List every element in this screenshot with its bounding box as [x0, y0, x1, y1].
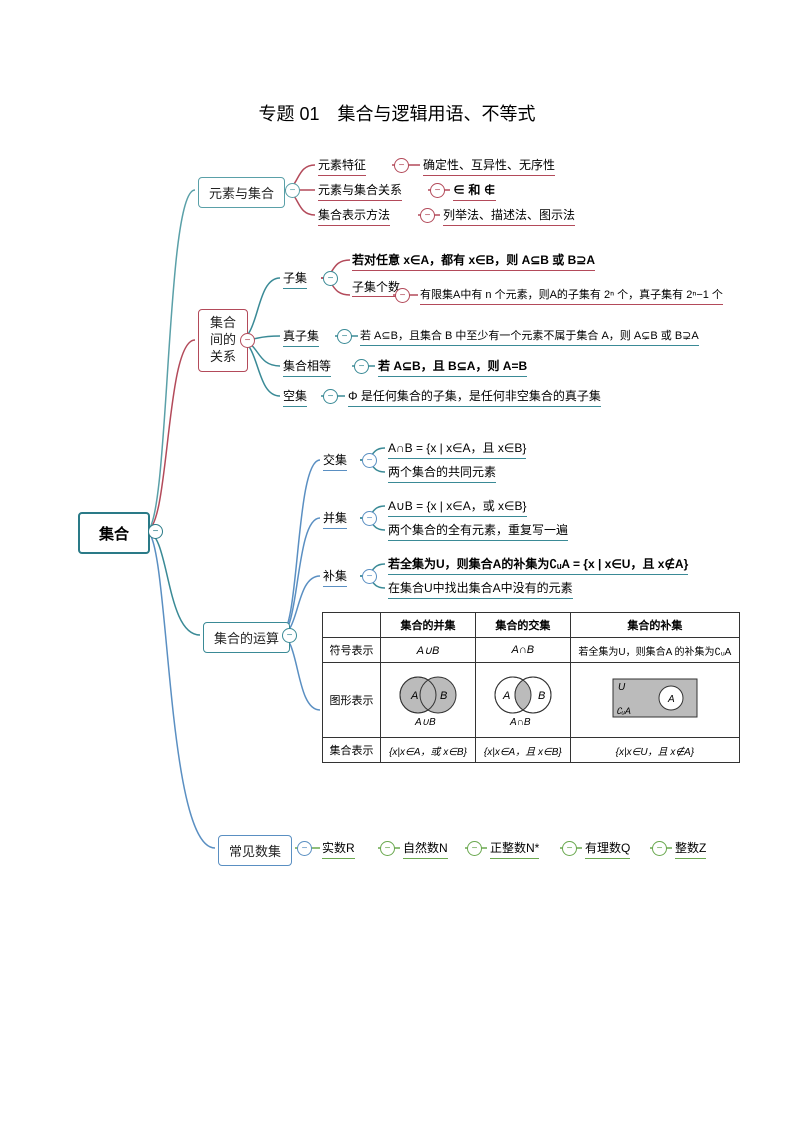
minus-icon: −: [380, 841, 395, 856]
venn-union: A B A∪B: [381, 663, 476, 738]
leaf-sub: 子集个数: [352, 278, 400, 297]
svg-text:U: U: [618, 682, 626, 693]
minus-icon: −: [282, 628, 297, 643]
svg-text:A: A: [502, 690, 510, 702]
leaf: 空集: [283, 387, 307, 407]
branch-label: 常见数集: [229, 844, 281, 859]
leaf: 正整数N*: [490, 839, 539, 859]
svg-text:A: A: [410, 690, 418, 702]
td: 图形表示: [323, 663, 381, 738]
leaf: Φ 是任何集合的子集，是任何非空集合的真子集: [348, 387, 601, 407]
leaf: 确定性、互异性、无序性: [423, 156, 555, 176]
leaf: 元素与集合关系: [318, 181, 402, 201]
venn-intersect: A B A∩B: [475, 663, 570, 738]
minus-icon: −: [323, 271, 338, 286]
leaf: A∪B = {x | x∈A，或 x∈B}: [388, 497, 527, 517]
venn-complement-icon: U A ∁ᵤA: [605, 673, 705, 728]
leaf: 有限集A中有 n 个元素，则A的子集有 2ⁿ 个，真子集有 2ⁿ−1 个: [420, 286, 723, 305]
th: 集合的交集: [475, 613, 570, 638]
minus-icon: −: [395, 288, 410, 303]
td: A∩B: [475, 638, 570, 663]
leaf: 并集: [323, 509, 347, 529]
leaf: 若 A⊆B，且 B⊆A，则 A=B: [378, 357, 527, 377]
minus-icon: −: [467, 841, 482, 856]
minus-icon: −: [362, 511, 377, 526]
svg-text:∁ᵤA: ∁ᵤA: [616, 706, 631, 716]
branch-label: 集合的运算: [214, 631, 279, 646]
operations-table: 集合的并集 集合的交集 集合的补集 符号表示 A∪B A∩B 若全集为U，则集合…: [322, 612, 740, 763]
branch-elements: 元素与集合: [198, 177, 285, 208]
minus-icon: −: [394, 158, 409, 173]
leaf: 元素特征: [318, 156, 366, 176]
branch-label: 集合间的关系: [210, 315, 236, 364]
svg-text:A∩B: A∩B: [509, 717, 531, 728]
minus-icon: −: [354, 359, 369, 374]
leaf: 若 A⊆B，且集合 B 中至少有一个元素不属于集合 A，则 A⊊B 或 B⊋A: [360, 327, 699, 346]
leaf: 若全集为U，则集合A的补集为∁ᵤA = {x | x∈U，且 x∉A}: [388, 555, 688, 575]
venn-complement: U A ∁ᵤA: [570, 663, 739, 738]
leaf: 整数Z: [675, 839, 706, 859]
th: 集合的并集: [381, 613, 476, 638]
td: {x|x∈A，且 x∈B}: [475, 738, 570, 763]
leaf: ∈ 和 ∉: [453, 181, 496, 201]
th: 集合的补集: [570, 613, 739, 638]
td: {x|x∈U，且 x∉A}: [570, 738, 739, 763]
minus-icon: −: [562, 841, 577, 856]
svg-text:B: B: [440, 690, 447, 702]
td: {x|x∈A，或 x∈B}: [381, 738, 476, 763]
branch-label: 元素与集合: [209, 186, 274, 201]
leaf: 真子集: [283, 327, 319, 347]
branch-numbersets: 常见数集: [218, 835, 292, 866]
svg-text:A∪B: A∪B: [414, 717, 436, 728]
page-title: 专题 01 集合与逻辑用语、不等式: [0, 100, 794, 126]
minus-icon: −: [323, 389, 338, 404]
leaf: 实数R: [322, 839, 355, 859]
th: [323, 613, 381, 638]
leaf: 子集个数: [352, 278, 400, 297]
minus-icon: −: [337, 329, 352, 344]
td: A∪B: [381, 638, 476, 663]
leaf: 两个集合的全有元素，重复写一遍: [388, 521, 568, 541]
leaf: 交集: [323, 451, 347, 471]
leaf: 有理数Q: [585, 839, 630, 859]
svg-text:B: B: [538, 690, 545, 702]
minus-icon: −: [430, 183, 445, 198]
leaf: 列举法、描述法、图示法: [443, 206, 575, 226]
svg-text:A: A: [667, 694, 675, 705]
leaf: 补集: [323, 567, 347, 587]
venn-intersect-icon: A B A∩B: [483, 673, 563, 728]
minus-icon: −: [240, 333, 255, 348]
minus-icon: −: [362, 569, 377, 584]
leaf: 子集: [283, 269, 307, 289]
leaf: 自然数N: [403, 839, 448, 859]
minus-icon: −: [420, 208, 435, 223]
minus-icon: −: [297, 841, 312, 856]
leaf: 若对任意 x∈A，都有 x∈B，则 A⊆B 或 B⊇A: [352, 251, 595, 271]
minus-icon: −: [148, 524, 163, 539]
root-node: 集合: [78, 512, 150, 554]
td: 若全集为U，则集合A 的补集为∁ᵤA: [570, 638, 739, 663]
leaf: 集合相等: [283, 357, 331, 377]
minus-icon: −: [285, 183, 300, 198]
leaf: A∩B = {x | x∈A，且 x∈B}: [388, 439, 526, 459]
leaf: 在集合U中找出集合A中没有的元素: [388, 579, 573, 599]
td: 符号表示: [323, 638, 381, 663]
leaf: 两个集合的共同元素: [388, 463, 496, 483]
venn-union-icon: A B A∪B: [388, 673, 468, 728]
leaf: 集合表示方法: [318, 206, 390, 226]
branch-operations: 集合的运算: [203, 622, 290, 653]
root-label: 集合: [99, 523, 129, 544]
td: 集合表示: [323, 738, 381, 763]
minus-icon: −: [362, 453, 377, 468]
minus-icon: −: [652, 841, 667, 856]
